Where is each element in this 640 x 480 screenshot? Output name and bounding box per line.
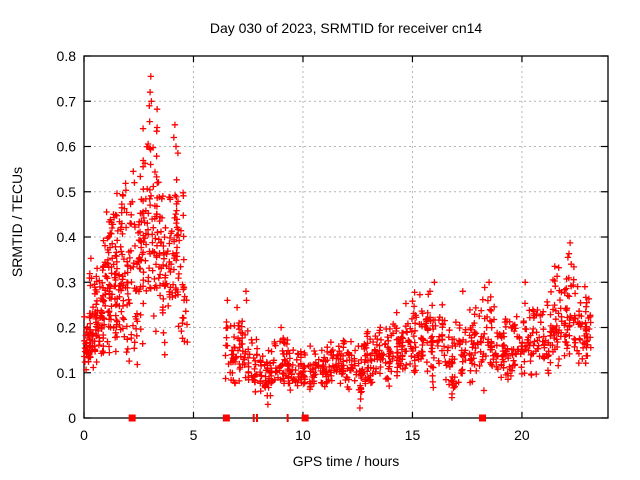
scatter-points <box>81 73 594 412</box>
baseline-square-marker <box>301 414 309 422</box>
baseline-square-marker <box>128 414 136 422</box>
baseline-tick-marker <box>255 414 258 422</box>
baseline-square-marker <box>479 414 487 422</box>
x-tick-label: 5 <box>190 427 198 443</box>
y-tick-label: 0.4 <box>57 229 77 245</box>
y-tick-label: 0.7 <box>57 93 77 109</box>
y-axis-label: SRMTID / TECUs <box>9 166 25 278</box>
y-tick-label: 0.8 <box>57 48 77 64</box>
x-tick-label: 10 <box>295 427 311 443</box>
x-tick-label: 20 <box>514 427 530 443</box>
y-tick-label: 0.5 <box>57 184 77 200</box>
y-tick-label: 0.2 <box>57 320 77 336</box>
y-tick-label: 0.1 <box>57 365 77 381</box>
y-tick-label: 0.3 <box>57 274 77 290</box>
y-tick-label: 0 <box>68 410 76 426</box>
x-axis-label: GPS time / hours <box>292 453 400 469</box>
x-tick-label: 15 <box>405 427 421 443</box>
x-tick-label: 0 <box>80 427 88 443</box>
baseline-tick-marker <box>252 414 255 422</box>
baseline-square-marker <box>222 414 230 422</box>
y-tick-label: 0.6 <box>57 139 77 155</box>
chart-title: Day 030 of 2023, SRMTID for receiver cn1… <box>209 20 483 36</box>
baseline-tick-marker <box>286 414 289 422</box>
